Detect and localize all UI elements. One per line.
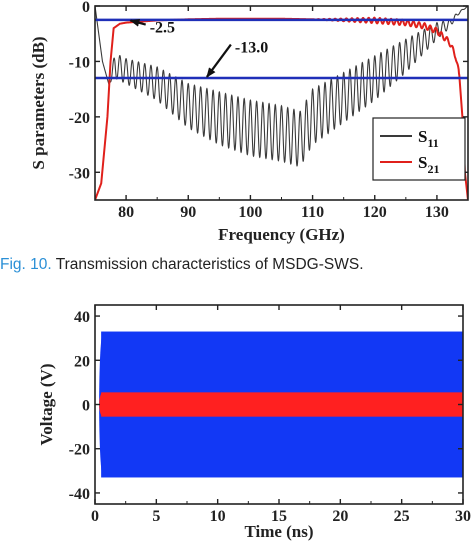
annotation-label-1: -2.5 (150, 20, 175, 37)
x-tick-label: 25 (394, 508, 410, 525)
x-tick-label: 20 (332, 508, 348, 525)
s-parameters-plot-area (95, 6, 468, 200)
annotation-arrow-1 (129, 18, 146, 27)
s-parameters-chart: 80 90 100 110 120 130 0 -10 -20 -30 Frequency (GHz… (29, 0, 469, 244)
s11-series-line (95, 6, 468, 167)
voltage-chart: 0 5 10 15 20 25 30 40 20 0 -20 -40 Time (ns) Voltage … (37, 304, 471, 541)
y-tick-label: 20 (74, 353, 90, 370)
y-tick-label: 40 (74, 309, 90, 326)
y-tick-label: 0 (82, 0, 90, 16)
y-axis-label: S parameters (dB) (29, 36, 48, 169)
x-tick-label: 0 (91, 508, 99, 525)
voltage-band-inner-edge (99, 392, 108, 417)
annotation-arrow-2 (206, 43, 232, 78)
x-tick-label: 5 (152, 508, 160, 525)
y-tick-label: -10 (69, 54, 90, 71)
legend-label-s11: S11 (418, 127, 439, 150)
x-tick-label: 100 (238, 204, 262, 221)
figure-caption: Fig. 10. Transmission characteristics of… (0, 256, 364, 274)
x-tick-label: 15 (271, 508, 287, 525)
x-tick-label: 30 (455, 508, 471, 525)
x-tick-label: 110 (301, 204, 324, 221)
y-tick-label: -20 (69, 110, 90, 127)
x-tick-label: 10 (210, 508, 226, 525)
x-tick-label: 90 (180, 204, 196, 221)
x-axis-label: Time (ns) (244, 522, 313, 541)
figure-label: Fig. 10. (0, 256, 52, 273)
y-axis-label: Voltage (V) (37, 364, 56, 446)
y-tick-label: 0 (82, 398, 90, 415)
x-tick-label: 130 (425, 204, 449, 221)
caption-text: Transmission characteristics of MSDG-SWS… (55, 256, 364, 273)
y-tick-label: -20 (69, 442, 90, 459)
voltage-oscillation-band-inner (101, 392, 463, 417)
x-tick-label: 80 (118, 204, 134, 221)
y-tick-label: -30 (69, 165, 90, 182)
legend-label-s21: S21 (418, 153, 439, 176)
y-tick-label: -40 (69, 486, 90, 503)
x-tick-label: 120 (363, 204, 387, 221)
x-axis-label: Frequency (GHz) (218, 225, 345, 244)
legend-box (372, 117, 466, 181)
annotation-label-2: -13.0 (235, 40, 268, 57)
